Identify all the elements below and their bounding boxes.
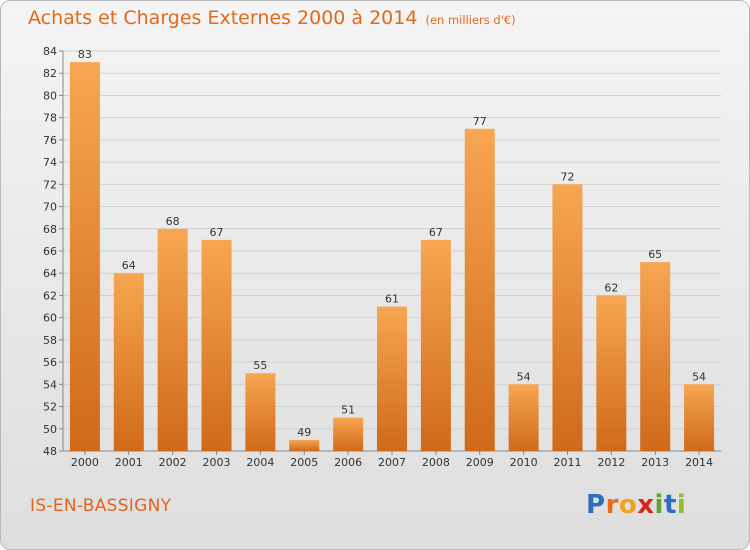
value-label: 49 bbox=[297, 426, 311, 439]
y-tick-label: 82 bbox=[43, 67, 57, 80]
value-label: 61 bbox=[385, 293, 399, 306]
x-tick-label: 2008 bbox=[422, 456, 450, 469]
logo-letter: o bbox=[618, 490, 638, 520]
bar-2013 bbox=[640, 262, 671, 451]
y-tick-label: 48 bbox=[43, 445, 57, 458]
value-label: 67 bbox=[429, 226, 443, 239]
logo-letter: t bbox=[663, 490, 677, 520]
y-tick-label: 64 bbox=[43, 267, 57, 280]
value-label: 65 bbox=[648, 248, 662, 261]
x-tick-label: 2000 bbox=[71, 456, 99, 469]
value-labels: 83 64 68 67 55 49 51 61 67 77 54 72 62 65 54 bbox=[78, 48, 706, 439]
x-tick-label: 2012 bbox=[597, 456, 625, 469]
x-tick-label: 2005 bbox=[290, 456, 318, 469]
logo-letter: x bbox=[637, 490, 655, 520]
bar-2007 bbox=[377, 306, 407, 451]
bar-2000 bbox=[69, 62, 100, 451]
value-label: 72 bbox=[560, 170, 574, 183]
chart-title-text: Achats et Charges Externes 2000 à 2014 bbox=[28, 7, 418, 29]
x-tick-label: 2006 bbox=[334, 456, 362, 469]
chart-subtitle: (en milliers d'€) bbox=[425, 13, 516, 27]
bar-2009 bbox=[464, 128, 495, 451]
x-tick-label: 2001 bbox=[115, 456, 143, 469]
y-tick-label: 76 bbox=[43, 134, 57, 147]
bar-2002 bbox=[157, 228, 188, 451]
y-tick-label: 70 bbox=[43, 201, 57, 214]
x-tick-label: 2003 bbox=[203, 456, 231, 469]
y-tick-label: 74 bbox=[43, 156, 57, 169]
value-label: 54 bbox=[517, 370, 531, 383]
bars bbox=[69, 62, 715, 452]
value-label: 51 bbox=[341, 404, 355, 417]
bar-2008 bbox=[420, 239, 451, 451]
y-tick-label: 60 bbox=[43, 312, 57, 325]
value-label: 83 bbox=[78, 48, 92, 61]
x-tick-label: 2014 bbox=[685, 456, 713, 469]
bar-2014 bbox=[684, 384, 715, 451]
logo-letter: i bbox=[654, 490, 664, 520]
bar-2010 bbox=[508, 384, 539, 451]
value-label: 64 bbox=[122, 259, 136, 272]
x-tick-label: 2004 bbox=[246, 456, 274, 469]
y-tick-label: 72 bbox=[43, 178, 57, 191]
x-tick-label: 2002 bbox=[159, 456, 187, 469]
y-tick-label: 50 bbox=[43, 423, 57, 436]
x-tick-label: 2013 bbox=[641, 456, 669, 469]
y-tick-label: 54 bbox=[43, 378, 57, 391]
x-tick-label: 2009 bbox=[466, 456, 494, 469]
proxiti-logo: Proxiti bbox=[586, 490, 686, 520]
y-tick-label: 58 bbox=[43, 334, 57, 347]
value-label: 68 bbox=[166, 215, 180, 228]
logo-letter: r bbox=[605, 490, 619, 520]
value-label: 54 bbox=[692, 370, 706, 383]
chart-title: Achats et Charges Externes 2000 à 2014 (e… bbox=[28, 7, 516, 29]
bar-2011 bbox=[552, 184, 583, 452]
y-tick-label: 62 bbox=[43, 289, 57, 302]
y-tick-label: 78 bbox=[43, 112, 57, 125]
x-tick-label: 2011 bbox=[553, 456, 581, 469]
commune-name: IS-EN-BASSIGNY bbox=[30, 496, 172, 516]
bar-2004 bbox=[245, 373, 276, 451]
y-tick-label: 68 bbox=[43, 223, 57, 236]
logo-letter: P bbox=[586, 490, 606, 520]
value-label: 62 bbox=[604, 281, 618, 294]
y-tick-label: 56 bbox=[43, 356, 57, 369]
bar-2012 bbox=[596, 295, 627, 451]
y-tick-label: 80 bbox=[43, 89, 57, 102]
x-tick-label: 2007 bbox=[378, 456, 406, 469]
value-label: 67 bbox=[210, 226, 224, 239]
bar-2006 bbox=[333, 417, 364, 451]
value-label: 77 bbox=[473, 115, 487, 128]
y-tick-label: 66 bbox=[43, 245, 57, 258]
logo-letter: i bbox=[676, 490, 687, 520]
value-label: 55 bbox=[253, 359, 267, 372]
bar-2001 bbox=[113, 273, 144, 451]
y-tick-label: 52 bbox=[43, 401, 57, 414]
y-tick-label: 84 bbox=[43, 45, 57, 58]
x-tick-label: 2010 bbox=[510, 456, 538, 469]
bar-2005 bbox=[289, 439, 320, 451]
bar-2003 bbox=[201, 239, 232, 451]
